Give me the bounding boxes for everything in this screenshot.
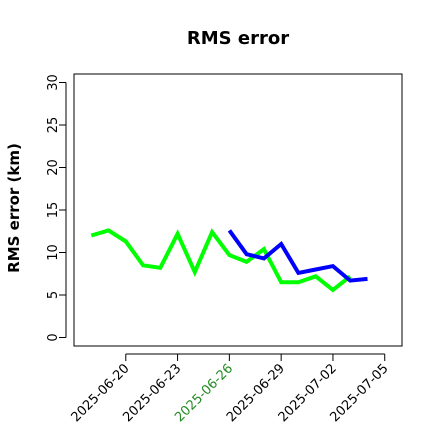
y-tick-label: 0: [46, 333, 61, 341]
y-tick-label: 15: [46, 202, 61, 219]
series-layer: [90, 228, 368, 293]
chart-title: RMS error: [187, 28, 289, 49]
y-tick-label: 25: [46, 117, 61, 134]
series-line-1: [90, 228, 352, 293]
y-tick-label: 5: [46, 291, 61, 299]
y-tick-label: 20: [46, 159, 61, 176]
series-line-2: [227, 229, 368, 283]
y-axis-title: RMS error (km): [5, 143, 23, 273]
y-tick-label: 10: [46, 244, 61, 261]
y-axis: 0 5 10 15 20 25 30: [46, 74, 67, 342]
x-axis: 2025-06-202025-06-232025-06-262025-06-29…: [69, 353, 392, 425]
y-tick-label: 30: [46, 74, 61, 91]
plot-area-frame: [73, 73, 403, 347]
